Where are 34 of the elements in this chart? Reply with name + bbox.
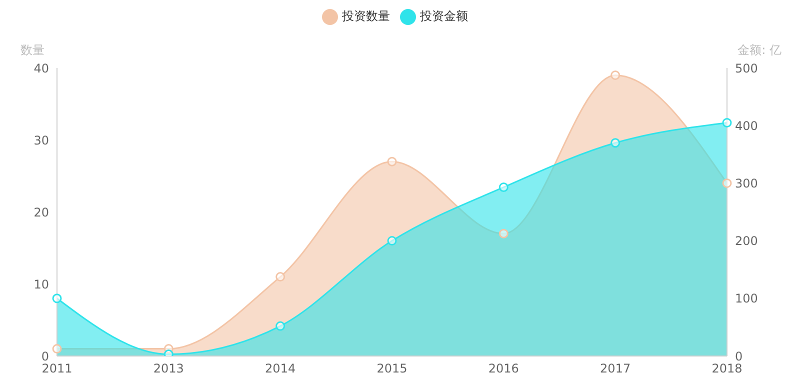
x-tick-label: 2014 <box>265 362 296 376</box>
y2-tick-label: 300 <box>735 176 758 190</box>
y-tick-label: 40 <box>34 61 49 76</box>
x-tick-label: 2018 <box>712 362 742 376</box>
y2-tick-label: 400 <box>735 118 758 133</box>
y-axis-title: 数量 <box>20 43 44 57</box>
x-tick-label: 2013 <box>153 362 184 376</box>
point <box>610 138 620 148</box>
legend-label: 投资数量 <box>342 9 390 23</box>
y-tick-label: 20 <box>34 205 49 220</box>
x-tick-label: 2015 <box>376 362 408 376</box>
y-tick-label: 0 <box>41 349 49 364</box>
y-tick-label: 30 <box>34 133 49 148</box>
point <box>498 182 508 192</box>
y-tick-label: 10 <box>34 277 49 292</box>
point <box>52 294 62 304</box>
legend-label: 投资金额 <box>420 9 468 23</box>
point <box>387 156 397 166</box>
y2-tick-label: 200 <box>735 234 758 248</box>
point <box>722 118 732 128</box>
x-tick-label: 2017 <box>600 362 631 376</box>
point <box>610 70 620 80</box>
point <box>276 272 286 282</box>
x-tick-label: 2011 <box>42 362 72 376</box>
y2-tick-label: 500 <box>735 61 758 76</box>
point <box>276 321 286 331</box>
point <box>498 228 508 238</box>
point <box>722 178 732 188</box>
point <box>387 236 397 246</box>
x-tick-label: 2016 <box>488 362 519 376</box>
y2-axis-title: 金额: 亿 <box>738 43 782 57</box>
y2-tick-label: 0 <box>735 349 743 364</box>
point <box>52 344 62 354</box>
y2-tick-label: 100 <box>735 292 758 306</box>
